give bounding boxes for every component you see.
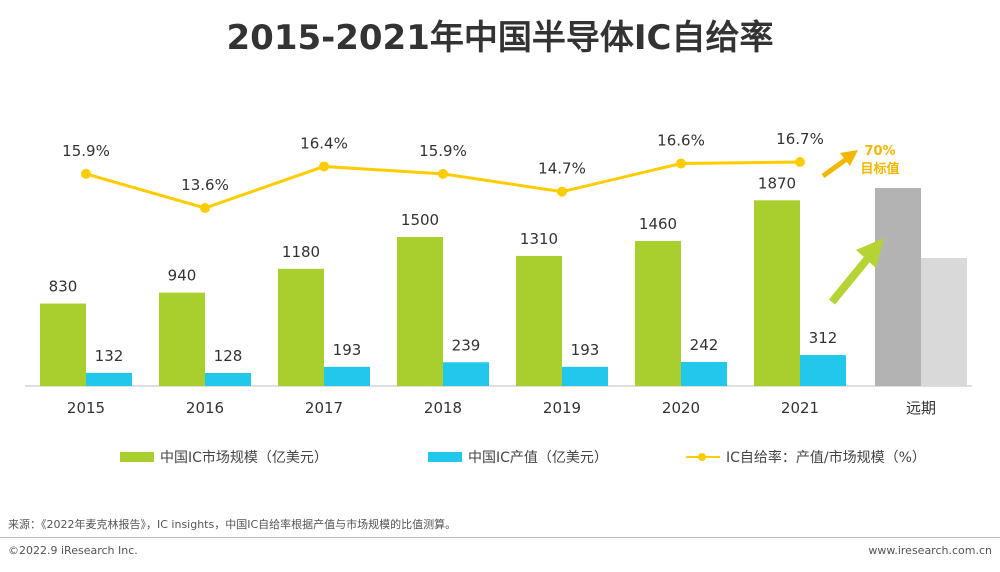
bar-value-label: 242 [690, 336, 719, 354]
legend-item-self-sufficiency: IC自给率：产值/市场规模（%） [686, 447, 926, 467]
legend-label: IC自给率：产值/市场规模（%） [726, 450, 926, 466]
line-value-label: 14.7% [538, 160, 586, 178]
bar-market-size [278, 268, 324, 386]
growth-arrow-head [856, 238, 884, 268]
legend-label: 中国IC市场规模（亿美元） [160, 450, 328, 466]
target-arrow-head [840, 150, 858, 166]
line-value-label: 16.7% [776, 130, 824, 148]
website-link[interactable]: www.iresearch.com.cn [868, 544, 992, 557]
bar-future-output [921, 258, 967, 386]
line-value-label: 16.6% [657, 131, 705, 149]
bar-ic-output [681, 361, 727, 386]
chart-title: 2015-2021年中国半导体IC自给率 [226, 18, 774, 58]
legend-line-marker [686, 452, 720, 462]
target-arrow-shaft [821, 155, 850, 179]
x-tick-label: 2019 [543, 399, 581, 417]
line-point [438, 168, 448, 179]
target-value: 70% [864, 144, 895, 159]
bar-value-label: 239 [452, 336, 481, 354]
copyright: ©2022.9 iResearch Inc. [8, 544, 138, 557]
bar-ic-output [443, 362, 489, 386]
bar-ic-output [86, 372, 132, 386]
x-tick-label: 2021 [781, 399, 819, 417]
line-value-label: 16.4% [300, 134, 348, 152]
footer-divider [0, 537, 1000, 538]
line-point [795, 157, 805, 167]
legend-swatch-blue [428, 452, 462, 462]
x-tick-label: 2017 [305, 399, 343, 417]
legend: 中国IC市场规模（亿美元） 中国IC产值（亿美元） IC自给率：产值/市场规模（… [0, 447, 1000, 471]
bar-value-label: 1460 [639, 215, 677, 233]
bar-value-label: 830 [49, 278, 78, 296]
bar-value-label: 132 [95, 347, 124, 365]
line-point [81, 168, 91, 179]
legend-item-market-size: 中国IC市场规模（亿美元） [120, 447, 328, 467]
chart-area: 830 132 2015 940 128 2016 1180 193 2017 1500 239 20… [25, 130, 972, 417]
x-tick-label-future: 远期 [906, 399, 936, 417]
line-point [200, 203, 210, 213]
bar-market-size [516, 255, 562, 386]
bar-ic-output [800, 355, 846, 386]
bar-value-label: 193 [571, 341, 600, 359]
bar-value-label: 1310 [520, 230, 558, 248]
line-value-label: 13.6% [181, 176, 229, 194]
line-point [557, 186, 567, 197]
bar-future-market-size [875, 188, 921, 386]
legend-swatch-green [120, 452, 154, 462]
x-tick-label: 2020 [662, 399, 700, 417]
bar-ic-output [562, 366, 608, 386]
bar-value-label: 312 [809, 329, 838, 347]
legend-item-output: 中国IC产值（亿美元） [428, 447, 608, 467]
bar-market-size [754, 200, 800, 386]
bar-value-label: 1500 [401, 211, 439, 229]
x-tick-label: 2015 [67, 399, 105, 417]
bar-market-size [397, 237, 443, 386]
bar-ic-output [324, 366, 370, 386]
bar-value-label: 940 [168, 267, 197, 285]
bar-market-size [159, 292, 205, 386]
line-value-label: 15.9% [62, 142, 110, 160]
line-value-label: 15.9% [419, 142, 467, 160]
source-note: 来源：《2022年麦克林报告》，IC insights，中国IC自给率根据产值与… [8, 518, 457, 531]
target-label: 目标值 [860, 161, 899, 177]
line-point [676, 158, 686, 169]
bar-market-size [635, 241, 681, 386]
growth-arrow-shaft [828, 255, 872, 305]
bar-market-size [40, 303, 86, 386]
legend-label: 中国IC产值（亿美元） [468, 450, 608, 466]
x-tick-label: 2016 [186, 399, 224, 417]
x-tick-label: 2018 [424, 399, 462, 417]
bar-value-label: 128 [214, 347, 243, 365]
line-point [319, 161, 329, 172]
bar-value-label: 1180 [282, 243, 320, 261]
bar-value-label: 1870 [758, 174, 796, 192]
bar-ic-output [205, 373, 251, 386]
bar-value-label: 193 [333, 341, 362, 359]
